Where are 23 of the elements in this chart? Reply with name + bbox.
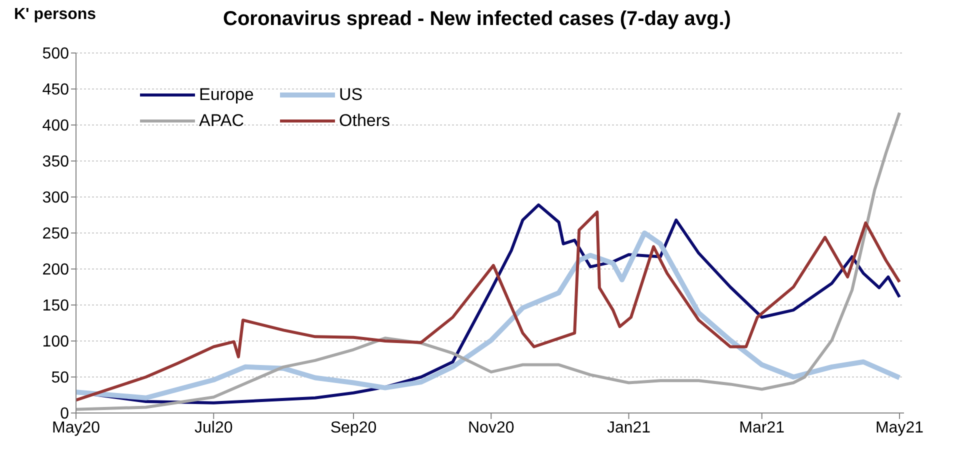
y-tick-label: 350 bbox=[42, 154, 70, 171]
legend-label: Others bbox=[339, 111, 390, 131]
y-tick-label: 400 bbox=[42, 118, 70, 135]
x-tick-label: Nov20 bbox=[468, 419, 514, 436]
y-tick-label: 50 bbox=[51, 370, 70, 387]
x-tick-label: Jan21 bbox=[606, 419, 651, 436]
legend-label: US bbox=[339, 85, 363, 105]
y-tick-label: 200 bbox=[42, 262, 70, 279]
legend-label: Europe bbox=[199, 85, 254, 105]
legend-label: APAC bbox=[199, 111, 244, 131]
y-tick-label: 100 bbox=[42, 334, 70, 351]
y-tick-label: 300 bbox=[42, 190, 70, 207]
line-series bbox=[76, 111, 901, 411]
y-tick-label: 450 bbox=[42, 82, 70, 99]
y-tick-label: 500 bbox=[42, 46, 70, 63]
y-tick-label: 150 bbox=[42, 298, 70, 315]
x-tick-label: Sep20 bbox=[330, 419, 377, 436]
x-tick-label: May21 bbox=[875, 419, 924, 436]
chart-title: Coronavirus spread - New infected cases (7-day avg.) bbox=[223, 8, 731, 30]
x-tick-label: Jul20 bbox=[194, 419, 233, 436]
y-tick-label: 250 bbox=[42, 226, 70, 243]
y-axis-title: K' persons bbox=[14, 6, 96, 24]
x-tick-label: Mar21 bbox=[739, 419, 785, 436]
